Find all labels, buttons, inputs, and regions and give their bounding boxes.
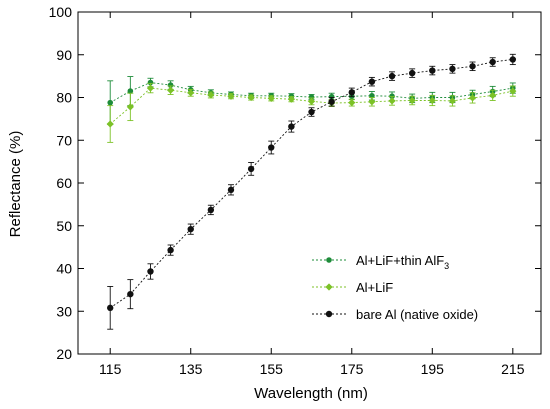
data-point xyxy=(106,120,114,128)
data-point xyxy=(227,92,235,100)
data-point xyxy=(147,79,154,86)
data-point xyxy=(328,98,335,105)
data-point xyxy=(448,97,457,105)
x-tick-label: 155 xyxy=(260,361,284,377)
data-point xyxy=(348,99,356,107)
data-point xyxy=(328,93,335,100)
legend-marker xyxy=(325,283,333,291)
data-point xyxy=(368,78,376,85)
data-point xyxy=(307,97,316,105)
legend-label: bare Al (native oxide) xyxy=(356,307,478,322)
data-point xyxy=(127,88,134,94)
data-point xyxy=(469,63,476,70)
data-point xyxy=(348,89,355,96)
data-point xyxy=(388,72,396,80)
data-point xyxy=(388,97,396,105)
data-point xyxy=(509,87,517,95)
legend-entry-2: bare Al (native oxide) xyxy=(312,307,478,322)
series-line xyxy=(109,87,513,125)
y-tick-label: 90 xyxy=(56,47,72,63)
data-point xyxy=(167,246,174,254)
data-point xyxy=(107,99,114,106)
legend: Al+LiF+thin AlF3 Al+LiF bare Al (native ox… xyxy=(312,253,478,322)
legend-label: Al+LiF xyxy=(356,280,393,295)
y-tick-label: 30 xyxy=(56,303,72,319)
x-tick-label: 215 xyxy=(501,361,525,377)
axes-layer: 115 135 155 175 195 215 20 30 40 50 60 70 80 90 100 xyxy=(49,4,542,377)
y-axis-title: Reflectance (%) xyxy=(7,131,24,238)
y-tick-label: 80 xyxy=(56,90,72,106)
x-tick-label: 175 xyxy=(340,361,364,377)
x-tick-label: 195 xyxy=(421,361,445,377)
data-point xyxy=(247,93,255,102)
series-line xyxy=(109,82,513,104)
data-point xyxy=(489,58,496,66)
data-point xyxy=(408,96,416,105)
data-point xyxy=(449,65,456,73)
data-point xyxy=(126,103,134,111)
data-point xyxy=(429,67,436,74)
data-point xyxy=(227,186,235,194)
data-point xyxy=(308,94,315,100)
x-tick-label: 115 xyxy=(99,361,122,377)
data-point xyxy=(468,94,477,102)
data-point xyxy=(408,69,416,77)
series-2 xyxy=(107,53,517,330)
data-point xyxy=(368,98,376,106)
data-point xyxy=(147,268,154,275)
data-point xyxy=(187,89,195,97)
data-point xyxy=(207,206,215,214)
data-point xyxy=(509,56,517,63)
legend-entry-1: Al+LiF xyxy=(312,280,393,295)
legend-label-subscript: 3 xyxy=(444,261,449,271)
data-point xyxy=(287,95,295,103)
y-tick-label: 60 xyxy=(56,175,72,191)
y-tick-label: 40 xyxy=(56,261,72,277)
plot-layer xyxy=(106,53,517,330)
data-point xyxy=(267,94,275,102)
legend-entry-0: Al+LiF+thin AlF3 xyxy=(312,253,449,271)
data-point xyxy=(107,304,114,312)
data-point xyxy=(167,82,174,88)
data-point xyxy=(247,165,255,173)
x-axis-title: Wavelength (nm) xyxy=(254,385,368,402)
legend-marker xyxy=(326,257,332,263)
y-tick-label: 100 xyxy=(49,4,73,20)
y-tick-label: 20 xyxy=(56,346,72,362)
legend-marker xyxy=(325,310,333,318)
data-point xyxy=(268,144,275,151)
y-tick-label: 50 xyxy=(56,218,72,234)
series-1 xyxy=(106,82,517,143)
data-point xyxy=(308,108,315,116)
data-point xyxy=(187,225,194,233)
data-point xyxy=(207,91,215,99)
data-point xyxy=(489,91,497,99)
data-point xyxy=(127,290,134,298)
data-point xyxy=(428,96,436,105)
data-point xyxy=(288,123,295,130)
y-tick-label: 70 xyxy=(56,132,72,148)
legend-label: Al+LiF+thin AlF3 xyxy=(356,253,449,271)
data-point xyxy=(167,86,175,94)
x-tick-label: 135 xyxy=(179,361,203,377)
data-point xyxy=(146,84,155,92)
